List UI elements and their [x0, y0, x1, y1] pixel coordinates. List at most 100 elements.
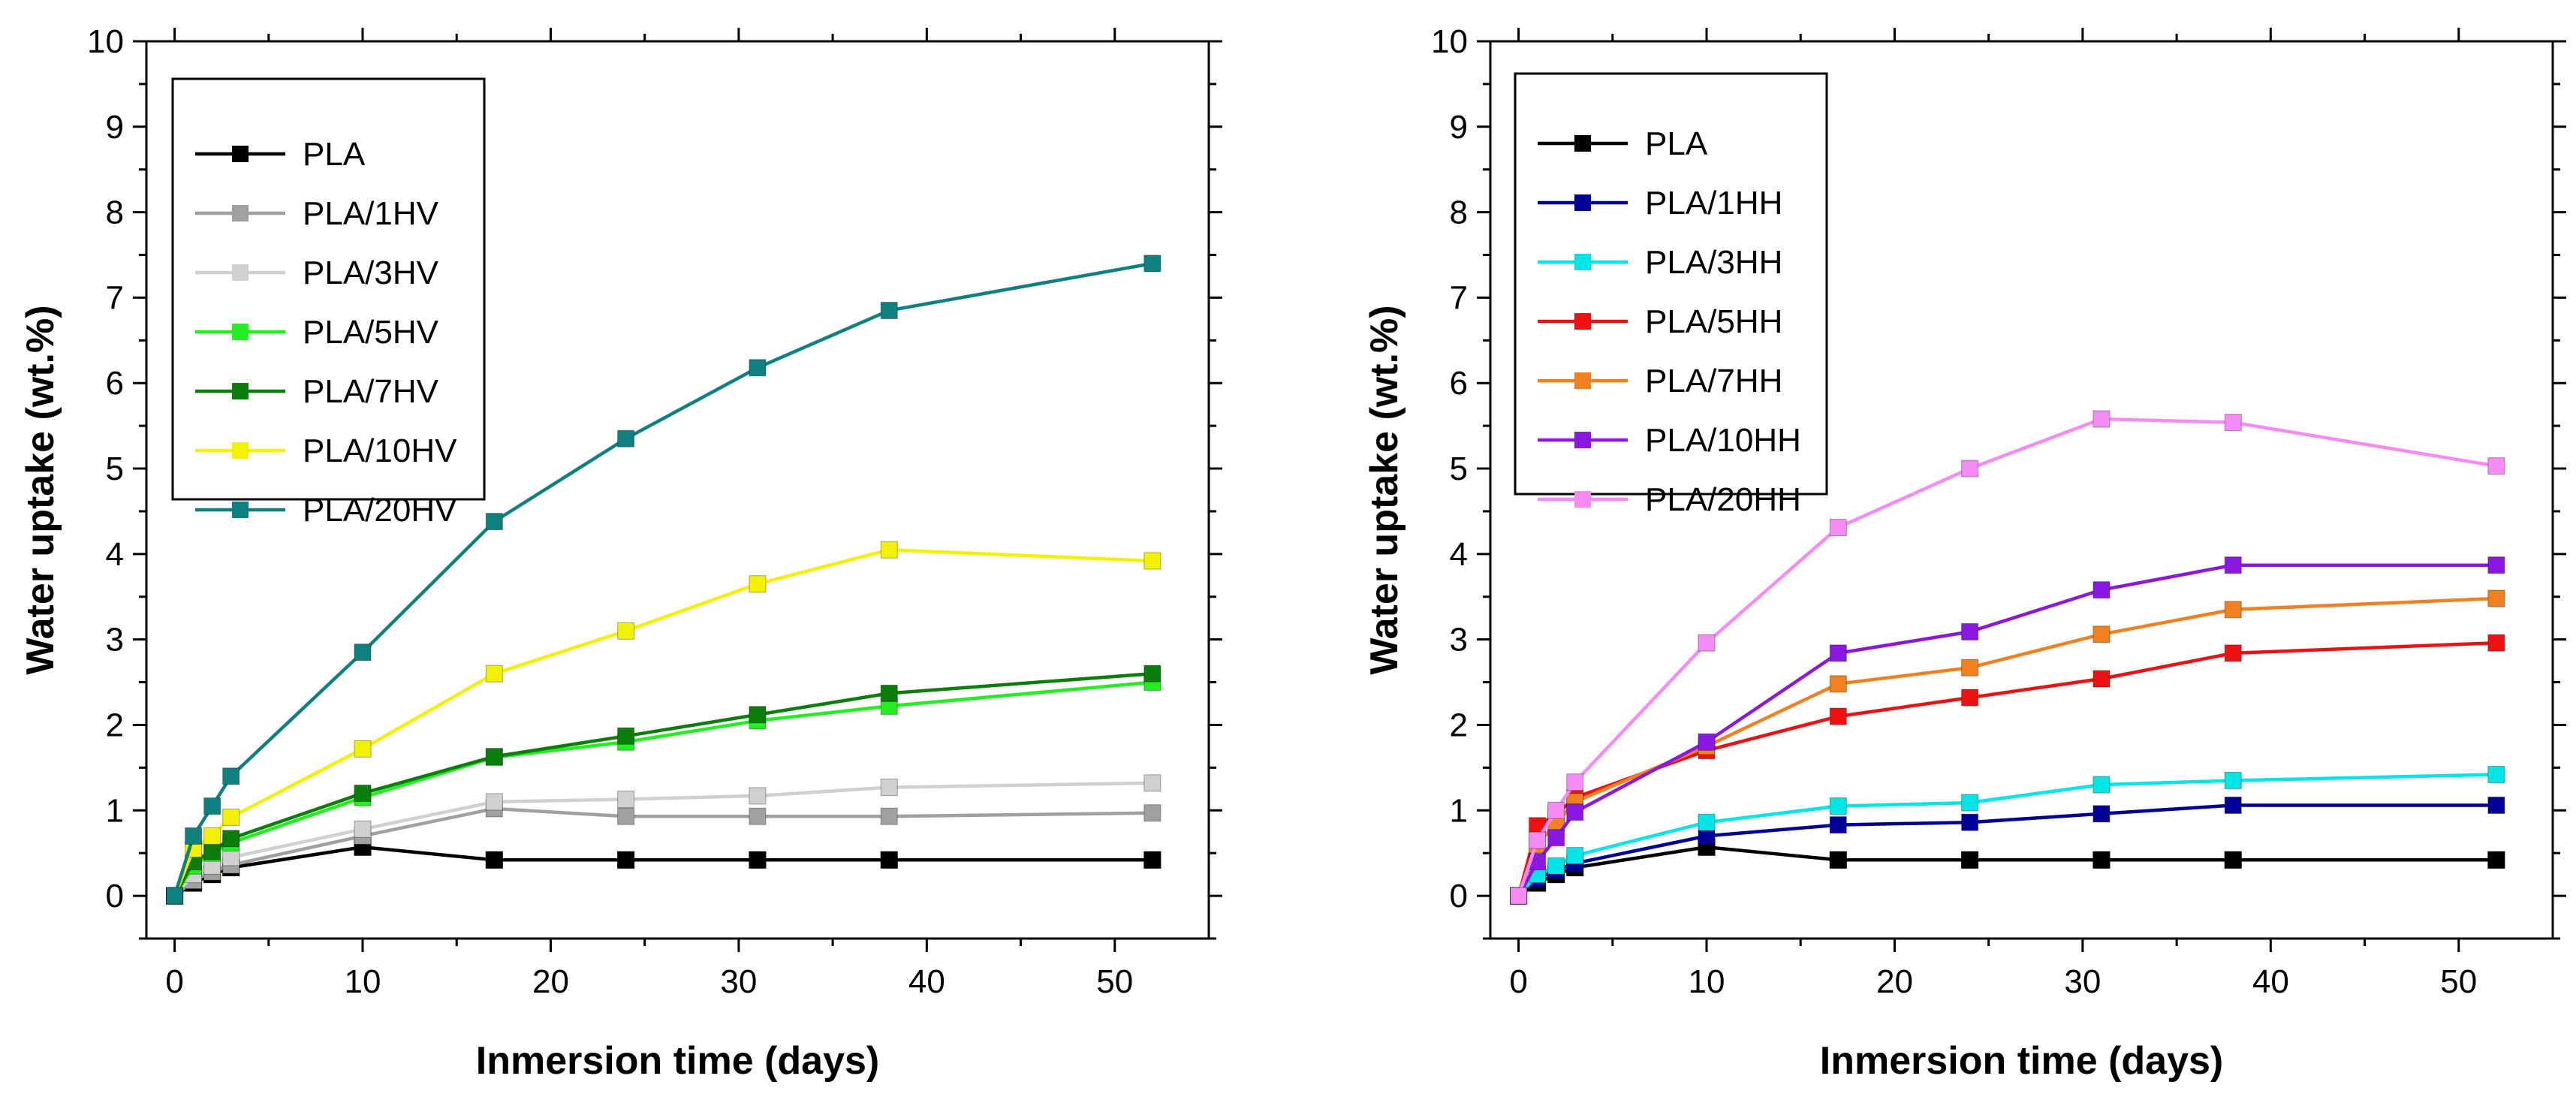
series-line [1517, 773, 2496, 897]
data-point [2487, 634, 2505, 652]
legend-label: PLA/1HH [1645, 185, 1782, 221]
series-line [173, 547, 1152, 897]
chart-panel-1: 0 1 2 3 4 5 6 7 8 9 10 0 10 20 30 40 50 Inmersion time (d… [19, 23, 1222, 1083]
series-line [1517, 417, 2497, 897]
data-point [880, 779, 898, 797]
data-point [485, 513, 503, 531]
data-point [1961, 794, 1979, 812]
data-point [354, 643, 372, 661]
data-point [880, 807, 898, 825]
y-tick-label: 5 [1450, 451, 1468, 487]
legend-marker [1574, 313, 1591, 330]
y-tick-label: 6 [1450, 365, 1468, 402]
data-point [2092, 625, 2111, 643]
legend-label: PLA/7HV [303, 373, 439, 410]
data-point [222, 830, 240, 848]
x-tick-label: 30 [2064, 963, 2101, 1000]
y-tick-label: 9 [1450, 109, 1468, 146]
legend-label: PLA/10HV [303, 432, 457, 469]
legend-marker [232, 146, 249, 162]
series-line [1517, 640, 2496, 897]
series-pla-1hh [1510, 796, 2505, 905]
data-point [1510, 887, 1528, 905]
data-point [1961, 689, 1979, 707]
legend-label: PLA/7HH [1645, 363, 1782, 399]
x-tick-label: 20 [1876, 963, 1913, 1000]
series-line [173, 261, 1153, 897]
legend-label: PLA/1HV [303, 195, 439, 232]
data-point [1143, 804, 1161, 822]
data-point [2092, 581, 2111, 599]
legend-label: PLA/3HH [1645, 244, 1782, 281]
x-tick-label: 10 [1689, 963, 1725, 1000]
data-point [2224, 851, 2242, 869]
data-point [880, 851, 898, 869]
x-tick-label: 30 [720, 963, 757, 1000]
data-point [203, 842, 221, 860]
series-line [173, 845, 1152, 897]
data-point [222, 767, 240, 785]
data-point [354, 785, 372, 803]
data-point [617, 622, 635, 640]
data-point [749, 787, 767, 805]
data-point [749, 807, 767, 825]
series-pla-1hv [166, 800, 1161, 905]
data-point [1698, 634, 1716, 652]
legend-box [1514, 72, 1828, 496]
legend-marker [1574, 194, 1591, 211]
data-point [880, 302, 898, 319]
data-point [222, 808, 240, 826]
series-pla-5hh [1510, 634, 2505, 905]
data-point [1547, 829, 1565, 847]
plot-frame [1489, 40, 2554, 940]
data-point [1566, 847, 1584, 865]
series-line [1517, 563, 2496, 897]
series-pla-3hv [166, 774, 1161, 905]
data-point [1698, 733, 1716, 751]
plot-frame [145, 40, 1210, 940]
y-tick-label: 6 [106, 365, 124, 402]
data-point [880, 541, 898, 559]
data-point [880, 684, 898, 702]
data-point [749, 706, 767, 724]
data-point [2487, 589, 2505, 607]
y-tick-label: 2 [106, 707, 124, 743]
y-tick-label: 1 [106, 792, 124, 829]
legend: PLA PLA/1HH PLA/3HH PLA/5HH PLA/7HH PLA/10HH P… [1514, 72, 1828, 518]
series-pla [166, 838, 1161, 905]
series-pla-10hv [166, 541, 1161, 905]
legend-label: PLA/3HV [303, 255, 439, 291]
series-line [173, 781, 1152, 897]
legend-label: PLA/20HH [1645, 481, 1801, 518]
y-tick-label: 2 [1450, 707, 1468, 743]
data-point [1698, 813, 1716, 831]
y-tick-label: 7 [1450, 279, 1468, 316]
series-line [173, 680, 1153, 897]
x-axis-title: Inmersion time (days) [476, 1039, 879, 1083]
data-point [485, 851, 503, 869]
y-tick-label: 10 [1431, 23, 1468, 60]
data-point [2224, 771, 2242, 789]
y-tick-label: 9 [106, 109, 124, 146]
legend-marker [232, 324, 249, 340]
data-point [1829, 707, 1847, 725]
data-point [2224, 796, 2242, 814]
x-tick-label: 40 [908, 963, 945, 1000]
legend-marker [1574, 432, 1591, 448]
data-point [749, 575, 767, 593]
data-point [354, 820, 372, 838]
data-point [617, 790, 635, 808]
y-tick-label: 8 [1450, 194, 1468, 231]
data-point [1547, 857, 1565, 875]
data-point [2224, 414, 2242, 432]
legend-label: PLA/5HH [1645, 303, 1782, 340]
legend-label: PLA [303, 136, 366, 173]
data-point [617, 727, 635, 745]
series-pla-3hh [1510, 765, 2505, 905]
data-point [617, 429, 635, 448]
x-axis-title: Inmersion time (days) [1820, 1039, 2223, 1083]
series-pla-5hv [166, 674, 1161, 905]
data-point [1547, 801, 1565, 819]
data-point [749, 359, 767, 377]
